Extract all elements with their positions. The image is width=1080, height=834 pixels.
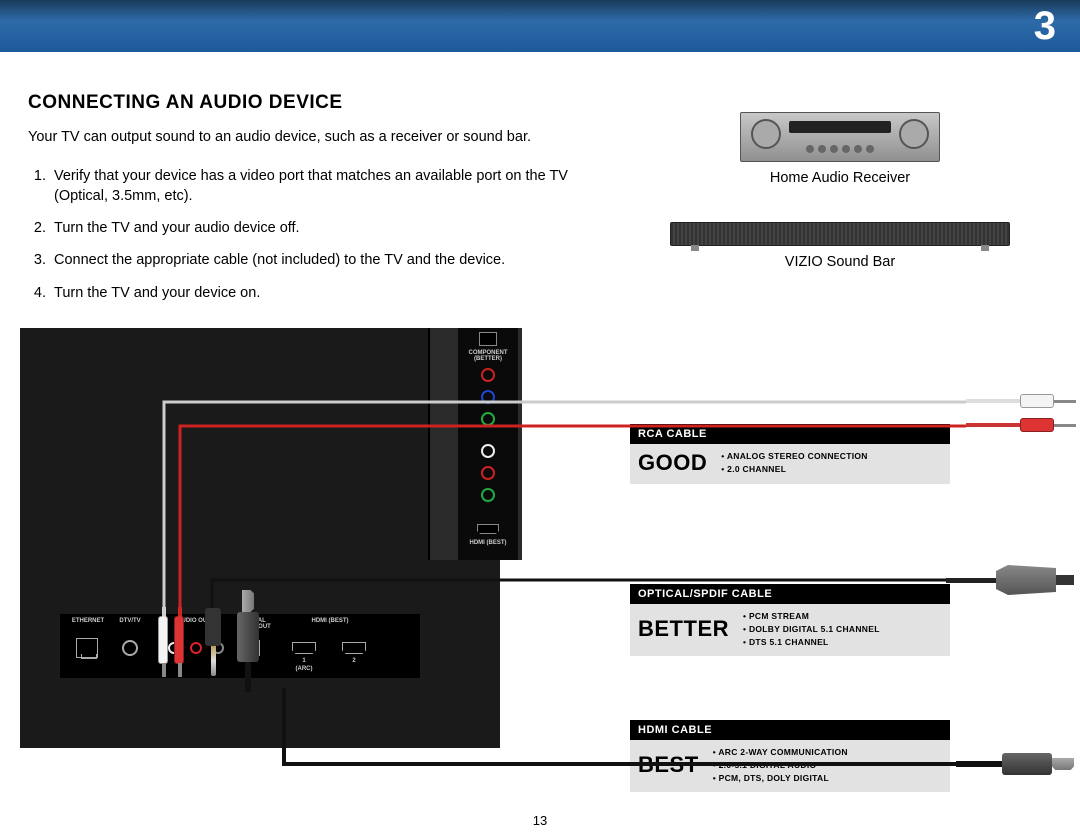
soundbar-illustration <box>670 222 1010 246</box>
side-hdmi-port <box>477 524 499 534</box>
step-item: Verify that your device has a video port… <box>50 166 588 207</box>
hdmi-1-port <box>292 642 316 654</box>
hdmi-best-label: HDMI (BEST) <box>290 618 370 624</box>
steps-list: Verify that your device has a video port… <box>28 166 588 303</box>
ethernet-label: ETHERNET <box>68 618 108 624</box>
best-rating: BEST <box>638 752 699 778</box>
component-green-port <box>481 412 495 426</box>
hdmi-connector-right <box>956 750 1076 778</box>
component-red-port <box>481 368 495 382</box>
rca-cable-title: RCA CABLE <box>630 424 950 444</box>
good-rating: GOOD <box>638 450 707 476</box>
receiver-label: Home Audio Receiver <box>770 170 910 186</box>
good-features: • ANALOG STEREO CONNECTION • 2.0 CHANNEL <box>721 450 867 476</box>
section-title: CONNECTING AN AUDIO DEVICE <box>28 92 1052 114</box>
home-audio-receiver-illustration <box>740 112 940 162</box>
soundbar-label: VIZIO Sound Bar <box>785 254 895 270</box>
better-features: • PCM STREAM • DOLBY DIGITAL 5.1 CHANNEL… <box>743 610 880 648</box>
ethernet-port-icon <box>76 638 98 658</box>
connection-diagram: COMPONENT (BETTER) HDMI (BEST) ETHERNET … <box>0 328 1080 828</box>
rca-white-connector <box>966 392 1076 410</box>
chapter-number: 3 <box>1034 4 1056 49</box>
best-features: • ARC 2-WAY COMMUNICATION • 2.0-5.1 DIGI… <box>713 746 848 784</box>
quality-better-panel: OPTICAL/SPDIF CABLE BETTER • PCM STREAM … <box>630 584 950 656</box>
tv-side-port-strip: COMPONENT (BETTER) HDMI (BEST) <box>458 328 518 560</box>
hdmi-2-port <box>342 642 366 654</box>
hdmi-1-num: 1 <box>292 658 316 664</box>
quality-best-panel: HDMI CABLE BEST • ARC 2-WAY COMMUNICATIO… <box>630 720 950 792</box>
side-hdmi-label: HDMI (BEST) <box>460 540 516 546</box>
header-bar: 3 <box>0 0 1080 52</box>
side-green-port <box>481 488 495 502</box>
rca-white-tv-plug <box>158 616 168 664</box>
usb-port-icon <box>479 332 497 346</box>
hdmi-1-arc: (ARC) <box>288 666 320 672</box>
hdmi-cable-title: HDMI CABLE <box>630 720 950 740</box>
step-item: Connect the appropriate cable (not inclu… <box>50 250 588 270</box>
optical-cable-title: OPTICAL/SPDIF CABLE <box>630 584 950 604</box>
dtv-label: DTV/TV <box>112 618 148 624</box>
hdmi-2-num: 2 <box>342 658 366 664</box>
side-rca-red-port <box>481 466 495 480</box>
quality-good-panel: RCA CABLE GOOD • ANALOG STEREO CONNECTIO… <box>630 424 950 484</box>
rca-red-tv-plug <box>174 616 184 664</box>
jack-tv-plug <box>204 608 222 678</box>
component-blue-port <box>481 390 495 404</box>
better-rating: BETTER <box>638 616 729 642</box>
step-item: Turn the TV and your device on. <box>50 283 588 303</box>
intro-text: Your TV can output sound to an audio dev… <box>28 128 568 148</box>
hdmi-tv-plug <box>234 572 262 692</box>
rca-red-port <box>190 642 202 654</box>
side-rca-white-port <box>481 444 495 458</box>
rca-red-connector <box>966 416 1076 434</box>
optical-connector <box>946 562 1076 598</box>
step-item: Turn the TV and your audio device off. <box>50 218 588 238</box>
coax-port-icon <box>122 640 138 656</box>
page-number: 13 <box>533 813 547 828</box>
component-label: COMPONENT (BETTER) <box>460 350 516 362</box>
device-column: Home Audio Receiver VIZIO Sound Bar <box>660 112 1020 306</box>
rca-tv-plugs <box>158 616 184 664</box>
